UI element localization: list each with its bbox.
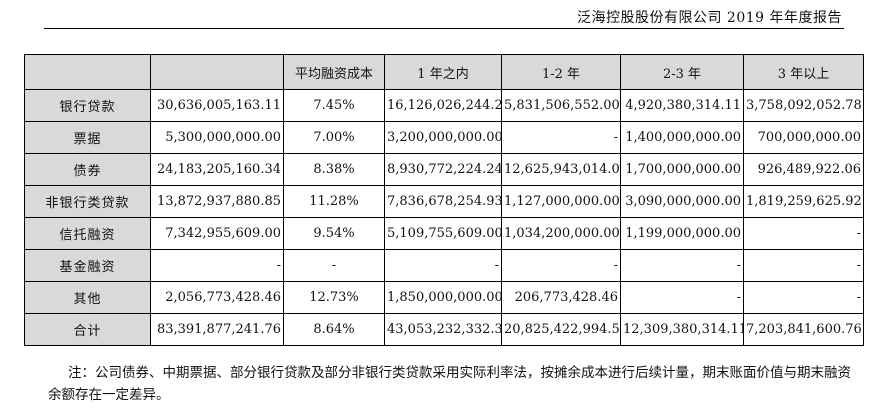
within-1-year-cell: 3,200,000,000.00	[384, 121, 502, 154]
amount-cell: 5,300,000,000.00	[150, 121, 284, 154]
header-divider	[44, 28, 844, 29]
2-3-years-cell: 3,090,000,000.00	[620, 185, 744, 218]
avg-cost-cell: 7.00%	[283, 121, 385, 154]
over-3-years-cell: 926,489,922.06	[743, 153, 864, 186]
row-label-cell: 基金融资	[24, 249, 151, 282]
table-header-row: 平均融资成本 1 年之内 1-2 年 2-3 年 3 年以上	[24, 54, 864, 90]
amount-cell: -	[150, 249, 284, 282]
within-1-year-cell: 5,109,755,609.00	[384, 217, 502, 250]
1-2-years-cell: 1,034,200,000.00	[501, 217, 621, 250]
amount-cell: 83,391,877,241.76	[150, 313, 284, 346]
1-2-years-cell: -	[501, 249, 621, 282]
within-1-year-cell: 16,126,026,244.22	[384, 89, 502, 122]
avg-cost-cell: -	[283, 249, 385, 282]
report-header-title: 泛海控股股份有限公司 2019 年年度报告	[576, 10, 842, 26]
row-label-cell: 非银行类贷款	[24, 185, 151, 218]
table-row: 债券 24,183,205,160.34 8.38% 8,930,772,224.24…	[24, 153, 864, 186]
table-row: 合计 83,391,877,241.76 8.64% 43,053,232,332.3…	[24, 313, 864, 346]
over-3-years-cell: 700,000,000.00	[743, 121, 864, 154]
row-label-cell: 银行贷款	[24, 89, 151, 122]
row-label-cell: 信托融资	[24, 217, 151, 250]
within-1-year-cell: -	[384, 249, 502, 282]
avg-cost-cell: 7.45%	[283, 89, 385, 122]
table-row: 基金融资 - - - - - -	[24, 249, 864, 282]
1-2-years-cell: 1,127,000,000.00	[501, 185, 621, 218]
2-3-years-cell: -	[620, 281, 744, 314]
row-label-cell: 债券	[24, 153, 151, 186]
amount-cell: 2,056,773,428.46	[150, 281, 284, 314]
row-label-cell: 其他	[24, 281, 151, 314]
1-2-years-cell: 20,825,422,994.50	[501, 313, 621, 346]
amount-cell: 13,872,937,880.85	[150, 185, 284, 218]
footnote: 注：公司债券、中期票据、部分银行贷款及部分非银行类贷款采用实际利率法，按摊余成本…	[48, 365, 851, 403]
over-3-years-cell: -	[743, 281, 864, 314]
header-cell-blank	[24, 54, 151, 90]
row-label-cell: 票据	[24, 121, 151, 154]
table-row: 信托融资 7,342,955,609.00 9.54% 5,109,755,609.0…	[24, 217, 864, 250]
row-label-cell: 合计	[24, 313, 151, 346]
header-cell-1-2-years: 1-2 年	[501, 54, 621, 90]
2-3-years-cell: 4,920,380,314.11	[620, 89, 744, 122]
1-2-years-cell: -	[501, 121, 621, 154]
amount-cell: 24,183,205,160.34	[150, 153, 284, 186]
financing-maturity-table: 平均融资成本 1 年之内 1-2 年 2-3 年 3 年以上 银行贷款 30,63…	[24, 54, 864, 346]
avg-cost-cell: 8.64%	[283, 313, 385, 346]
within-1-year-cell: 8,930,772,224.24	[384, 153, 502, 186]
2-3-years-cell: 12,309,380,314.11	[620, 313, 744, 346]
avg-cost-cell: 8.38%	[283, 153, 385, 186]
1-2-years-cell: 12,625,943,014.04	[501, 153, 621, 186]
avg-cost-cell: 12.73%	[283, 281, 385, 314]
header-cell-2-3-years: 2-3 年	[620, 54, 744, 90]
table-row: 其他 2,056,773,428.46 12.73% 1,850,000,000.00…	[24, 281, 864, 314]
over-3-years-cell: 3,758,092,052.78	[743, 89, 864, 122]
within-1-year-cell: 43,053,232,332.39	[384, 313, 502, 346]
header-cell-within-1-year: 1 年之内	[384, 54, 502, 90]
avg-cost-cell: 9.54%	[283, 217, 385, 250]
over-3-years-cell: 7,203,841,600.76	[743, 313, 864, 346]
1-2-years-cell: 5,831,506,552.00	[501, 89, 621, 122]
amount-cell: 7,342,955,609.00	[150, 217, 284, 250]
2-3-years-cell: -	[620, 249, 744, 282]
2-3-years-cell: 1,199,000,000.00	[620, 217, 744, 250]
avg-cost-cell: 11.28%	[283, 185, 385, 218]
within-1-year-cell: 1,850,000,000.00	[384, 281, 502, 314]
1-2-years-cell: 206,773,428.46	[501, 281, 621, 314]
within-1-year-cell: 7,836,678,254.93	[384, 185, 502, 218]
header-cell-avg-cost: 平均融资成本	[283, 54, 385, 90]
table-row: 银行贷款 30,636,005,163.11 7.45% 16,126,026,244…	[24, 89, 864, 122]
header-cell-over-3-years: 3 年以上	[743, 54, 864, 90]
over-3-years-cell: -	[743, 217, 864, 250]
table-row: 票据 5,300,000,000.00 7.00% 3,200,000,000.00-…	[24, 121, 864, 154]
amount-cell: 30,636,005,163.11	[150, 89, 284, 122]
2-3-years-cell: 1,700,000,000.00	[620, 153, 744, 186]
table-row: 非银行类贷款 13,872,937,880.85 11.28% 7,836,678,2…	[24, 185, 864, 218]
header-cell-amount	[150, 54, 284, 90]
over-3-years-cell: -	[743, 249, 864, 282]
over-3-years-cell: 1,819,259,625.92	[743, 185, 864, 218]
2-3-years-cell: 1,400,000,000.00	[620, 121, 744, 154]
